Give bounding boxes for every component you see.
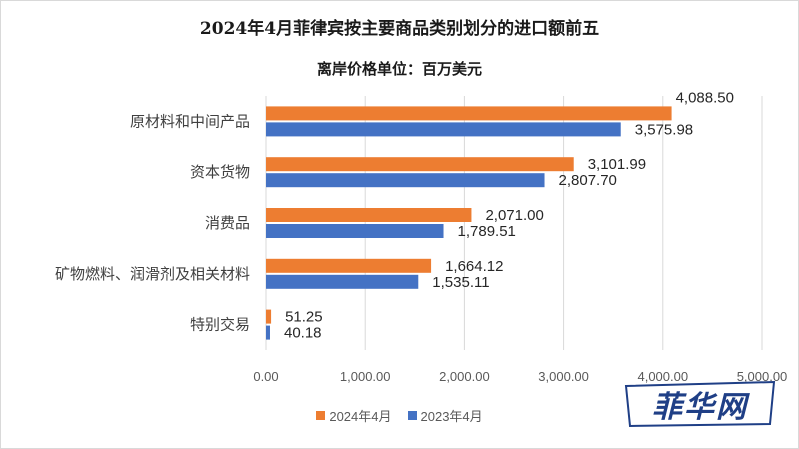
bar-2024 (266, 309, 272, 324)
chart-subtitle: 离岸价格单位：百万美元 (316, 60, 482, 78)
data-label: 1,535.11 (432, 274, 489, 291)
data-label: 3,101.99 (588, 156, 646, 173)
data-label: 1,789.51 (458, 223, 516, 240)
bar-2023 (266, 224, 444, 238)
bar-2024 (266, 157, 574, 172)
category-label: 特别交易 (190, 316, 250, 334)
chart-title: 2024年4月菲律宾按主要商品类别划分的进口额前五 (199, 19, 600, 39)
bar-2023 (266, 325, 270, 340)
x-tick-labels: 0.00 1,000.00 2,000.00 3,000.00 4,000.00 5,00… (253, 369, 787, 384)
category-label: 消费品 (205, 215, 250, 232)
legend-swatch-2024 (316, 411, 326, 420)
bar-2024 (266, 258, 432, 273)
legend-label-2024: 2024年4月 (329, 409, 392, 424)
data-label: 3,575.98 (635, 121, 693, 138)
data-label: 2,071.00 (485, 207, 543, 224)
category-label: 矿物燃料、润滑剂及相关材料 (55, 265, 250, 283)
legend-label-2023: 2023年4月 (420, 409, 483, 424)
grid-layer (265, 96, 763, 350)
data-label: 4,088.50 (676, 89, 734, 106)
x-tick-label: 5,000.00 (737, 369, 788, 384)
bar-2023 (266, 173, 545, 188)
x-tick-label: 2,000.00 (439, 369, 490, 384)
bar-2024 (266, 106, 672, 121)
data-labels: 4,088.50 3,575.98 3,101.992,807.70 2,071.00… (284, 89, 734, 341)
bar-2023 (266, 274, 419, 289)
data-label: 2,807.70 (559, 172, 617, 189)
watermark-text: 菲华网 (652, 390, 748, 425)
bar-2024 (266, 208, 472, 222)
bar-2023 (266, 122, 621, 137)
x-tick-label: 4,000.00 (637, 369, 688, 384)
x-tick-label: 3,000.00 (538, 369, 589, 384)
category-label: 资本货物 (190, 164, 250, 181)
legend-item-2024: 2024年4月 (316, 406, 392, 425)
x-tick-label: 1,000.00 (340, 369, 391, 384)
legend-swatch-2023 (407, 411, 417, 420)
legend: 2024年4月 2023年4月 (0, 406, 799, 425)
watermark-badge-icon (624, 380, 776, 428)
watermark-logo: 菲华网 (620, 378, 780, 430)
data-label: 40.18 (284, 325, 322, 342)
data-label: 51.25 (285, 309, 323, 326)
x-tick-label: 0.00 (253, 369, 278, 384)
category-label: 原材料和中间产品 (130, 113, 250, 130)
bars (266, 106, 672, 340)
legend-item-2023: 2023年4月 (407, 406, 483, 425)
data-label: 1,664.12 (445, 258, 503, 275)
